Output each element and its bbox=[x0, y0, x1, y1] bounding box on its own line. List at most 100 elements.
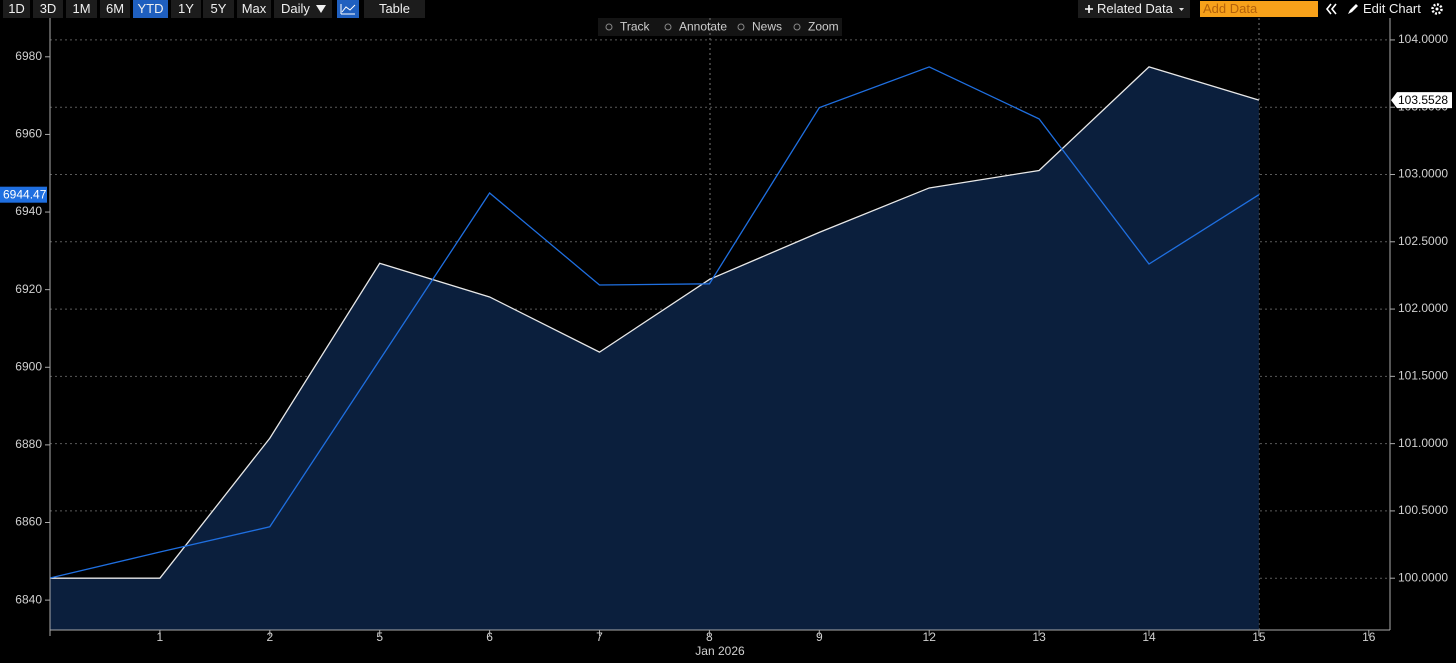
chart-tool[interactable]: Track bbox=[605, 20, 651, 34]
y2-tick-label: 100.5000 bbox=[1398, 503, 1448, 517]
series-line bbox=[49, 66, 1260, 579]
plus-icon bbox=[1085, 5, 1093, 13]
chart-tool[interactable]: Zoom bbox=[793, 20, 839, 34]
y-tick-label: 6880 bbox=[15, 437, 42, 451]
collapse-button[interactable] bbox=[1325, 3, 1337, 15]
button-label: Related Data bbox=[1097, 1, 1174, 16]
y-tick-label: 6920 bbox=[15, 282, 42, 296]
button-label: Max bbox=[242, 1, 267, 16]
button-bg bbox=[100, 0, 130, 18]
button-label: 1Y bbox=[178, 1, 194, 16]
dropdown-arrow bbox=[316, 5, 326, 13]
gear-hub bbox=[1435, 7, 1439, 11]
tool-icon bbox=[664, 23, 672, 31]
y2-tick-label: 104.0000 bbox=[1398, 32, 1448, 46]
chevrons bbox=[1325, 3, 1337, 15]
tool-label: Track bbox=[620, 20, 651, 34]
period-button[interactable]: 5Y bbox=[203, 0, 234, 18]
series-line bbox=[50, 66, 1260, 579]
x-tick-label: 9 bbox=[816, 630, 823, 644]
button-bg bbox=[3, 0, 30, 18]
y-tick-label: 6980 bbox=[15, 49, 42, 63]
settings-button[interactable] bbox=[1431, 3, 1443, 15]
frequency-dropdown[interactable]: Daily bbox=[274, 0, 332, 18]
edit-chart-button[interactable]: Edit Chart bbox=[1348, 1, 1421, 16]
y-tick-label: 6860 bbox=[15, 515, 42, 529]
x-tick-label: 12 bbox=[923, 630, 937, 644]
input-placeholder: Add Data bbox=[1203, 1, 1258, 16]
x-tick-label: 8 bbox=[706, 630, 713, 644]
button-label: 5Y bbox=[211, 1, 227, 16]
tool-icon bbox=[737, 23, 745, 31]
gear-icon bbox=[1431, 3, 1443, 15]
y2-tick-label: 101.0000 bbox=[1398, 436, 1448, 450]
period-button[interactable]: 6M bbox=[100, 0, 130, 18]
x-tick-label: 16 bbox=[1362, 630, 1376, 644]
input-bg bbox=[1200, 1, 1318, 17]
tool-label: News bbox=[752, 20, 782, 34]
period-button[interactable]: 1Y bbox=[171, 0, 201, 18]
button-bg bbox=[364, 0, 425, 18]
button-bg bbox=[171, 0, 201, 18]
x-tick-label: 6 bbox=[486, 630, 493, 644]
tool-icon bbox=[793, 23, 801, 31]
x-tick-label: 15 bbox=[1252, 630, 1266, 644]
period-button[interactable]: YTD bbox=[133, 0, 168, 18]
dropdown-arrow bbox=[1179, 8, 1184, 11]
period-button[interactable]: Max bbox=[237, 0, 271, 18]
table-button[interactable]: Table bbox=[364, 0, 425, 18]
x-tick-label: 13 bbox=[1032, 630, 1046, 644]
button-bg bbox=[66, 0, 97, 18]
button-bg bbox=[133, 0, 168, 18]
y2-tick-label: 102.0000 bbox=[1398, 301, 1448, 315]
chart-tool[interactable]: News bbox=[737, 20, 782, 34]
button-bg bbox=[237, 0, 271, 18]
period-button[interactable]: 3D bbox=[33, 0, 63, 18]
tool-label: Annotate bbox=[679, 20, 727, 34]
button-label: 1D bbox=[8, 1, 25, 16]
button-bg bbox=[274, 0, 332, 18]
y-tick-label: 6960 bbox=[15, 127, 42, 141]
last-value-label: 6944.47 bbox=[3, 187, 47, 201]
y-tick-label: 6840 bbox=[15, 592, 42, 606]
line-icon bbox=[340, 4, 356, 15]
last-value-label: 103.5528 bbox=[1398, 93, 1448, 107]
button-label: Daily bbox=[281, 1, 310, 16]
y2-tick-label: 102.5000 bbox=[1398, 234, 1448, 248]
button-label: YTD bbox=[138, 1, 164, 16]
period-button[interactable]: 1M bbox=[66, 0, 97, 18]
y2-tick-label: 103.0000 bbox=[1398, 167, 1448, 181]
button-bg bbox=[33, 0, 63, 18]
add-data-input[interactable]: Add Data bbox=[1200, 1, 1318, 17]
period-button[interactable]: 1D bbox=[3, 0, 30, 18]
y2-tick-label: 100.0000 bbox=[1398, 570, 1448, 584]
y-tick-label: 6900 bbox=[15, 359, 42, 373]
plot bbox=[49, 39, 1390, 630]
x-axis-label: Jan 2026 bbox=[695, 644, 745, 658]
button-label: Table bbox=[379, 1, 410, 16]
button-label: 3D bbox=[40, 1, 57, 16]
related-data-button[interactable]: Related Data bbox=[1078, 0, 1190, 18]
chart-tool[interactable]: Annotate bbox=[664, 20, 727, 34]
x-tick-label: 2 bbox=[266, 630, 273, 644]
button-label: Edit Chart bbox=[1363, 1, 1421, 16]
x-tick-label: 14 bbox=[1142, 630, 1156, 644]
chart-tools-bar bbox=[598, 18, 842, 36]
last-value-box bbox=[1391, 92, 1452, 109]
button-label: 6M bbox=[106, 1, 124, 16]
y-tick-label: 6940 bbox=[15, 204, 42, 218]
x-tick-label: 7 bbox=[596, 630, 603, 644]
y2-tick-label: 101.5000 bbox=[1398, 369, 1448, 383]
pencil-icon bbox=[1348, 4, 1358, 14]
tool-icon bbox=[605, 23, 613, 31]
area bbox=[50, 66, 1259, 630]
chart-type-button[interactable] bbox=[337, 0, 359, 18]
x-tick-label: 5 bbox=[376, 630, 383, 644]
x-tick-label: 1 bbox=[157, 630, 164, 644]
button-bg bbox=[203, 0, 234, 18]
tool-label: Zoom bbox=[808, 20, 839, 34]
last-value-box bbox=[0, 186, 47, 203]
button-bg bbox=[1078, 0, 1190, 18]
